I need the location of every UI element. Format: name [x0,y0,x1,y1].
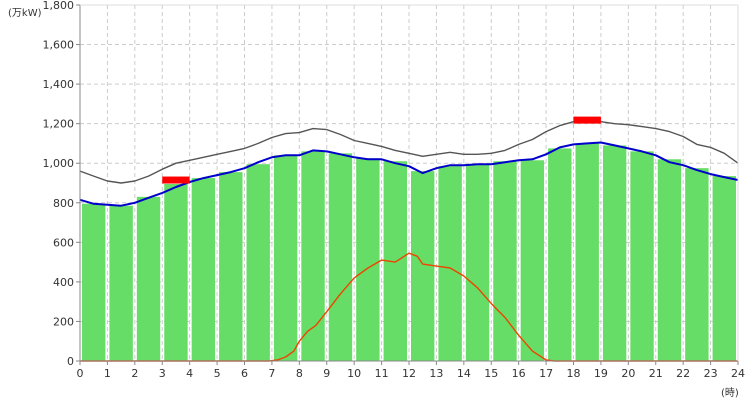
x-tick-label: 7 [268,367,275,380]
x-tick-label: 1 [104,367,111,380]
bar-19 [602,145,627,361]
x-tick-label: 14 [457,367,471,380]
x-tick-label: 4 [186,367,193,380]
bar-20 [630,151,654,361]
series-line-blue_line [79,141,739,207]
bar-11 [383,161,407,361]
y-tick-label: 1,800 [43,0,75,12]
bar-1 [109,205,133,361]
x-tick-label: 8 [296,367,303,380]
bars [82,143,736,361]
y-tick-label: 1,000 [43,157,75,170]
series-line-gray_line [79,121,739,184]
bar-15 [493,161,517,361]
bar-6 [246,164,270,361]
y-unit-label: (万kW) [8,8,42,19]
x-tick-label: 17 [539,367,553,380]
x-tick-label: 9 [323,367,330,380]
bar-2 [136,196,161,361]
peak-markers [162,116,601,184]
bar-21 [657,159,682,361]
x-tick-label: 19 [594,367,608,380]
bar-17 [548,148,572,361]
x-tick-label: 24 [731,367,745,380]
y-tick-label: 200 [53,315,74,328]
peak-marker-1 [573,116,601,124]
bar-12 [411,171,435,361]
y-tick-label: 0 [67,355,74,368]
bar-13 [438,166,462,361]
y-tick-label: 1,600 [43,39,75,52]
y-tick-label: 600 [53,236,74,249]
x-tick-label: 5 [214,367,221,380]
series-lines [79,121,739,362]
x-tick-label: 0 [77,367,84,380]
axes: 0 200 400 600 800 1,000 1,200 1,400 1,600 1,800 0 1… [43,0,746,380]
bar-10 [356,158,380,361]
bar-22 [685,168,709,361]
peak-marker-0 [162,176,190,184]
x-tick-label: 12 [402,367,416,380]
x-tick-label: 18 [567,367,581,380]
bar-3 [164,183,188,361]
x-tick-label: 2 [131,367,138,380]
x-tick-label: 10 [347,367,361,380]
x-tick-label: 22 [676,367,690,380]
bar-7 [273,155,298,361]
bar-14 [465,164,490,361]
y-tick-label: 800 [53,197,74,210]
x-tick-label: 23 [704,367,718,380]
y-tick-label: 1,400 [43,78,75,91]
x-tick-label: 13 [429,367,443,380]
x-tick-label: 15 [484,367,498,380]
y-tick-label: 1,200 [43,118,75,131]
y-tick-label: 400 [53,276,74,289]
x-unit-label: (時) [721,387,739,399]
bar-8 [301,151,325,361]
bar-16 [520,160,545,361]
x-tick-label: 3 [159,367,166,380]
x-tick-label: 11 [375,367,389,380]
bar-5 [219,172,243,361]
x-tick-label: 21 [649,367,663,380]
bar-0 [82,203,106,361]
bar-9 [328,153,353,361]
bar-4 [191,178,216,361]
series-line-orange_line [80,252,738,362]
x-tick-label: 20 [621,367,635,380]
x-tick-label: 16 [512,367,526,380]
bar-23 [712,176,736,361]
x-tick-label: 6 [241,367,248,380]
bar-18 [575,143,599,361]
